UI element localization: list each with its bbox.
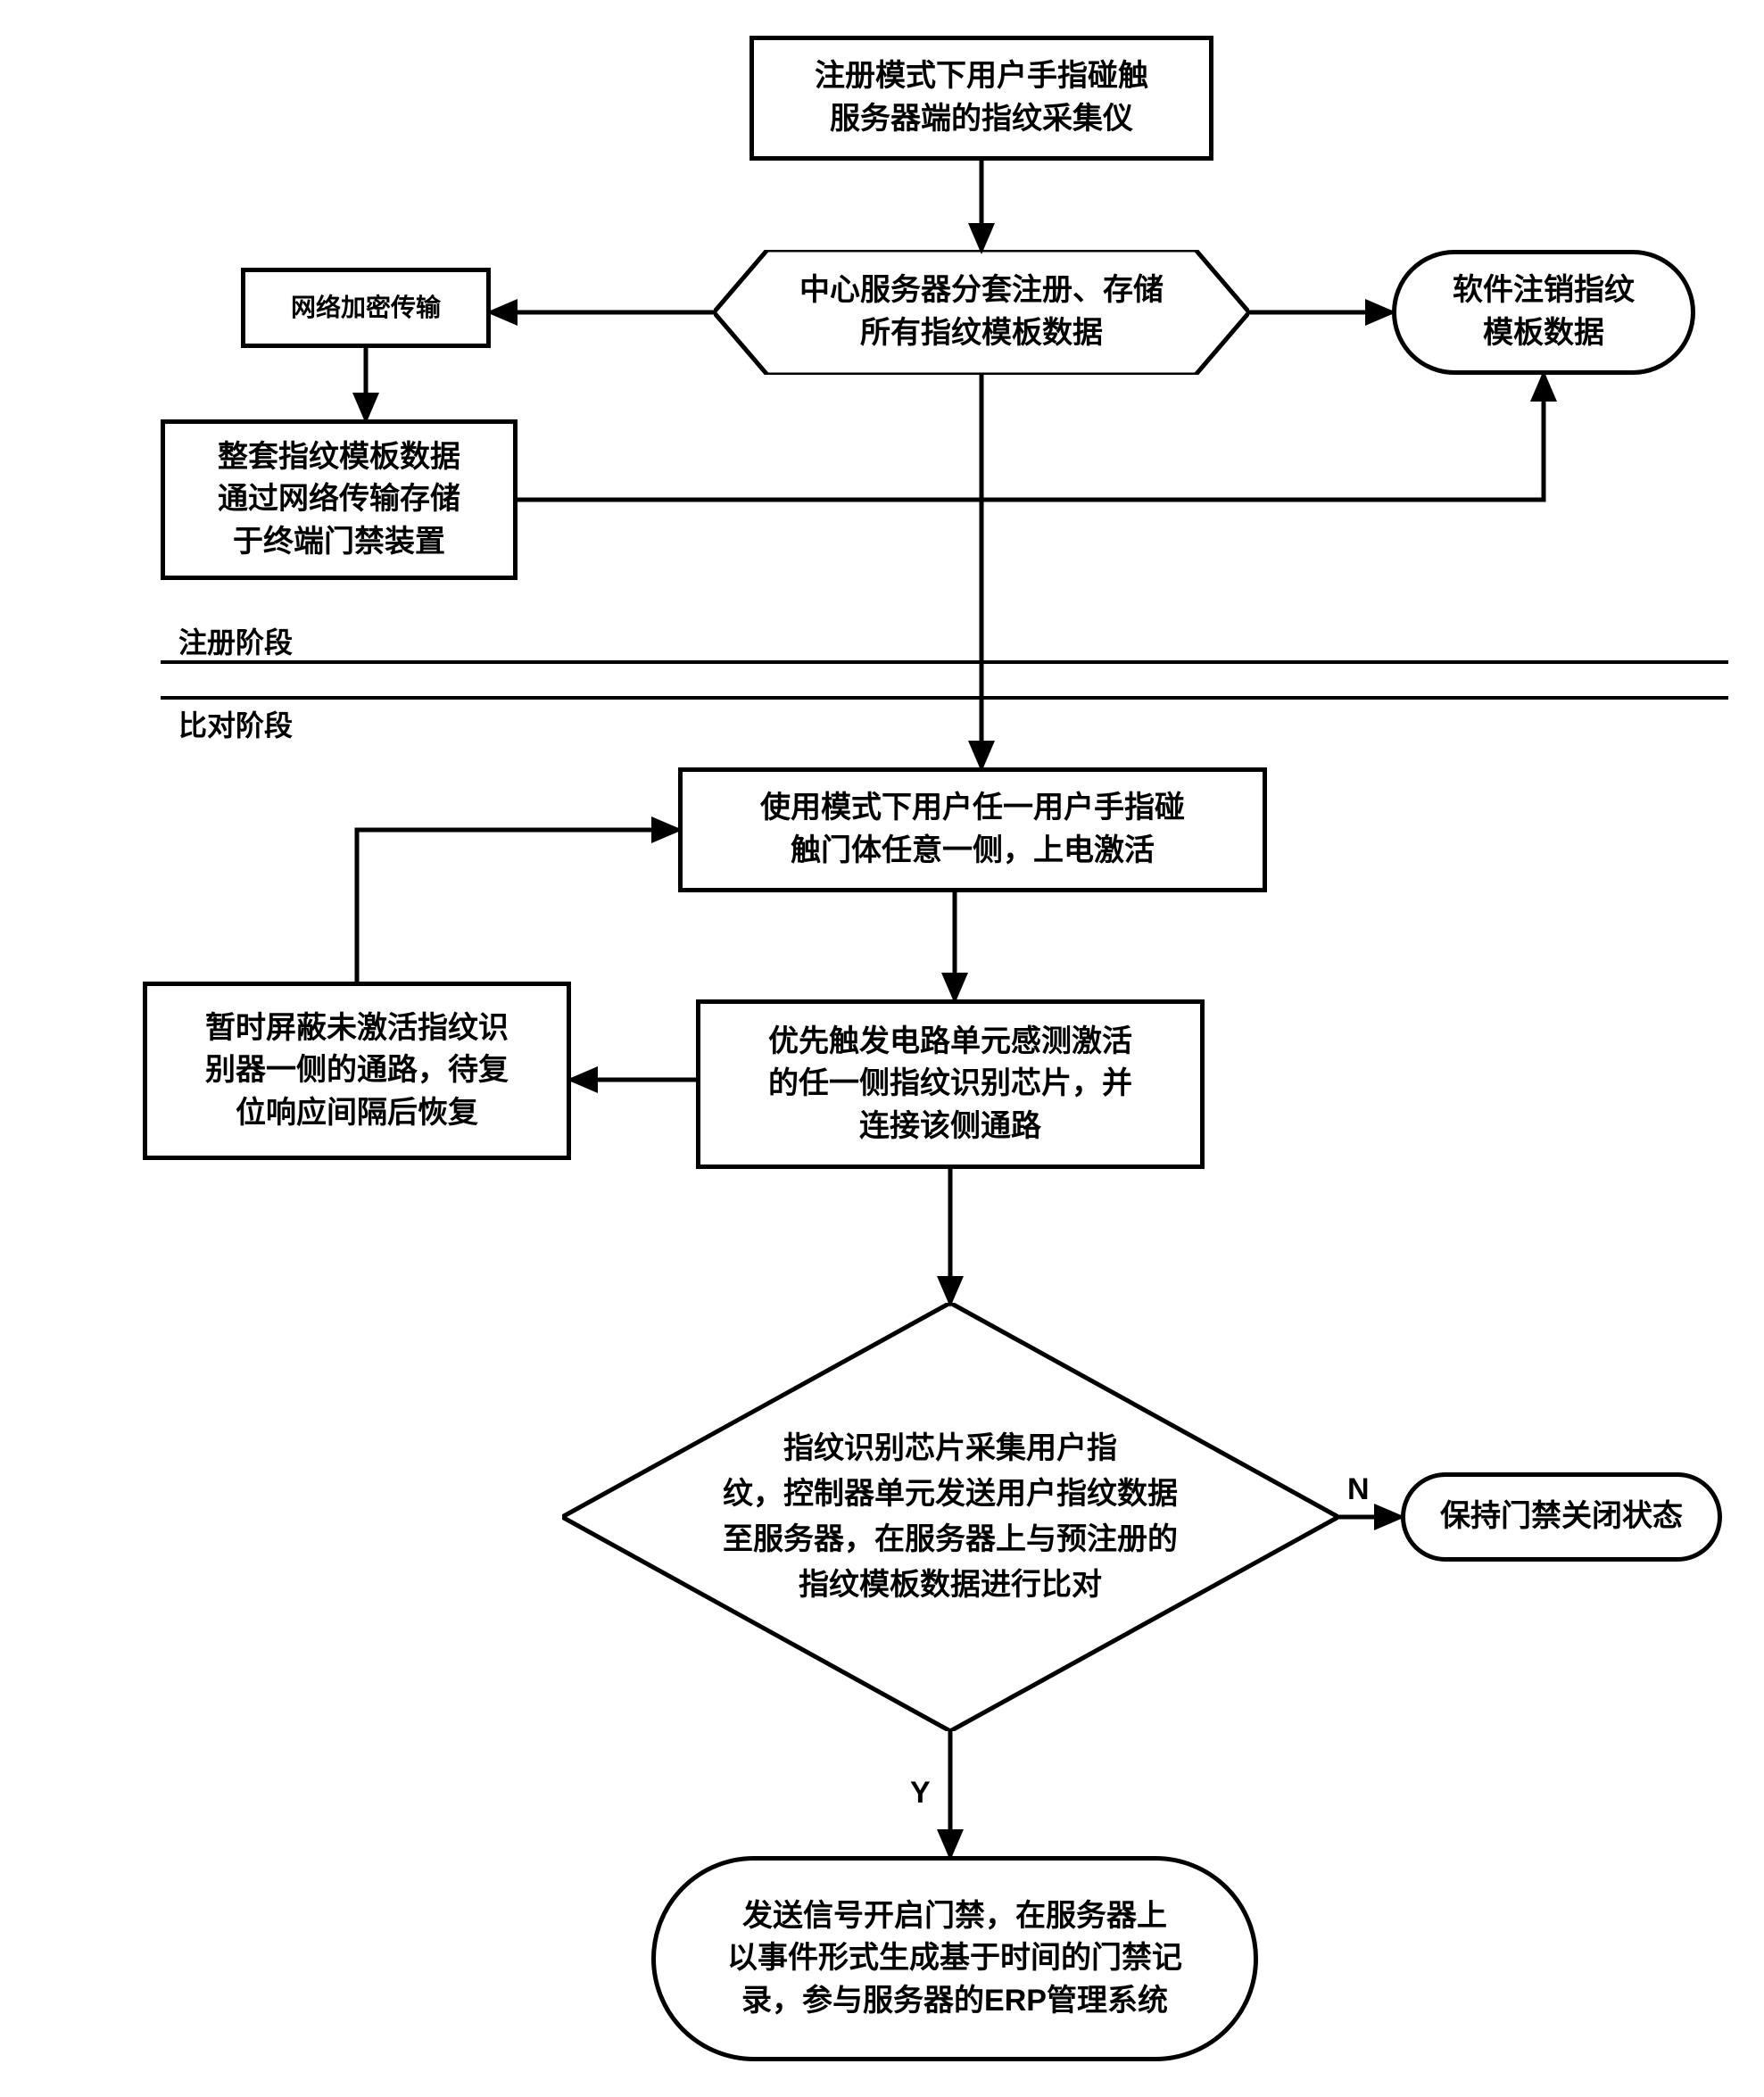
flow-hexagon-n2_server_store: 中心服务器分套注册、存储所有指纹模板数据 <box>714 250 1249 375</box>
flow-terminator-n11_open_record: 发送信号开启门禁，在服务器上以事件形式生成基于时间的门禁记录，参与服务器的ERP… <box>651 1856 1258 2061</box>
flow-terminator-n10_keep_closed: 保持门禁关闭状态 <box>1401 1472 1722 1562</box>
phase-label-registration: 注册阶段 <box>178 620 293 661</box>
flow-node-n7_trigger_circuit: 优先触发电路单元感测激活的任一侧指纹识别芯片，并连接该侧通路 <box>696 999 1205 1169</box>
flow-node-n1_register_touch: 注册模式下用户手指碰触服务器端的指纹采集仪 <box>749 36 1213 161</box>
flow-node-n5_template_to_terminal: 整套指纹模板数据通过网络传输存储于终端门禁装置 <box>161 419 518 580</box>
flow-node-n8_shield_path: 暂时屏蔽未激活指纹识别器一侧的通路，待复位响应间隔后恢复 <box>143 982 571 1160</box>
phase-label-comparison: 比对阶段 <box>178 703 293 744</box>
edge-label-N: N <box>1347 1472 1370 1507</box>
flow-terminator-n4_software_cancel: 软件注销指纹模板数据 <box>1392 250 1695 375</box>
flow-node-n6_user_touch_door: 使用模式下用户任一用户手指碰触门体任意一侧，上电激活 <box>678 767 1267 892</box>
edge-label-Y: Y <box>910 1776 931 1811</box>
flow-decision-n9_compare: 指纹识别芯片采集用户指纹，控制器单元发送用户指纹数据至服务器，在服务器上与预注册… <box>562 1303 1338 1731</box>
flow-node-n3_encrypt_trans: 网络加密传输 <box>241 268 491 348</box>
